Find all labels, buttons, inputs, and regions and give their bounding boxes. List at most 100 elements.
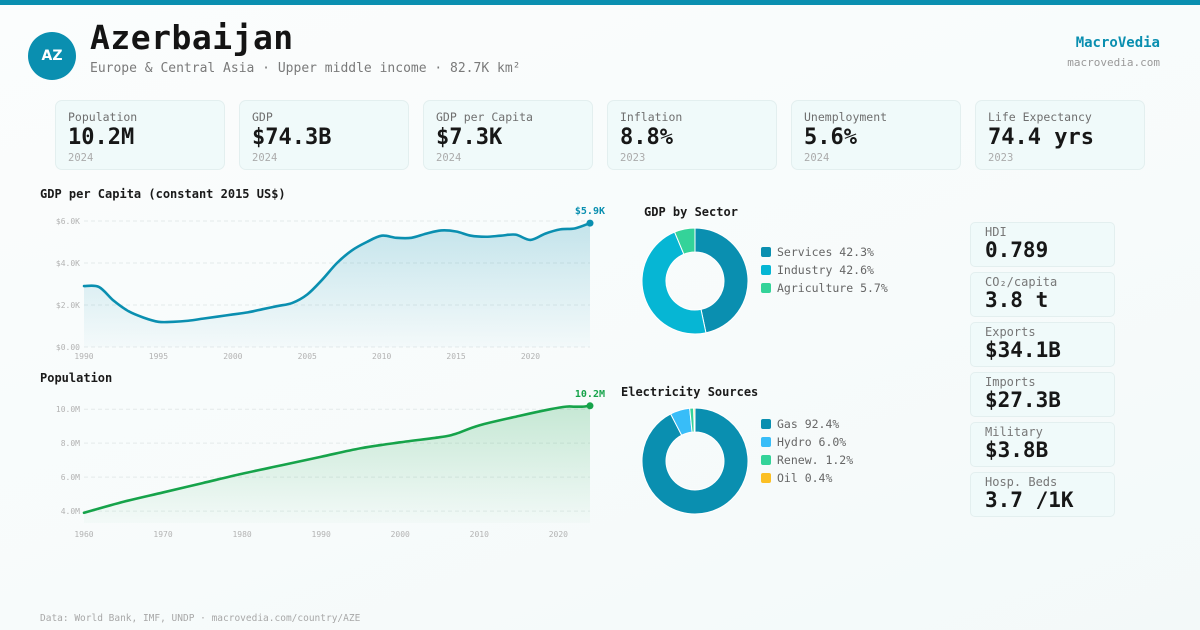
x-tick-label: 2000 (223, 352, 242, 361)
legend-label: Renew. 1.2% (777, 453, 854, 467)
sector-chart-title: GDP by Sector (644, 205, 738, 219)
end-marker (586, 402, 594, 410)
brand-logo[interactable]: MacroVedia (1075, 35, 1160, 51)
x-tick-label: 2000 (391, 530, 410, 539)
avatar-initials: AZ (41, 48, 63, 64)
side-value: 3.7 /1K (985, 488, 1074, 512)
legend-swatch (761, 283, 771, 293)
stat-value: $7.3K (436, 125, 503, 150)
population-chart: 4.0M 6.0M 8.0M 10.0M 1960 1970 1980 1990 2000 201… (56, 389, 605, 539)
side-card-hospital-beds: Hosp. Beds 3.7 /1K (970, 472, 1115, 517)
donut-slice-oil (693, 407, 696, 433)
y-tick-label: 4.0M (61, 507, 80, 516)
y-tick-label: $2.0K (56, 301, 80, 310)
legend-swatch (761, 473, 771, 483)
side-card-exports: Exports $34.1B (970, 322, 1115, 367)
x-tick-label: 1980 (232, 530, 251, 539)
side-value: 3.8 t (985, 288, 1049, 312)
stat-year: 2023 (988, 152, 1014, 164)
stat-card-gdp-per-capita: GDP per Capita $7.3K 2024 (423, 100, 593, 170)
legend-swatch (761, 247, 771, 257)
donut-slice-services (694, 227, 749, 334)
stat-card-inflation: Inflation 8.8% 2023 (607, 100, 777, 170)
page-title: Azerbaijan (90, 18, 294, 57)
legend-item-services: Services 42.3% (761, 243, 888, 261)
y-tick-label: $4.0K (56, 259, 80, 268)
stat-card-life-expectancy: Life Expectancy 74.4 yrs 2023 (975, 100, 1145, 170)
electricity-chart-title: Electricity Sources (621, 385, 759, 399)
brand-url[interactable]: macrovedia.com (1067, 56, 1160, 69)
legend-swatch (761, 265, 771, 275)
x-tick-label: 2020 (521, 352, 540, 361)
legend-swatch (761, 437, 771, 447)
end-marker (586, 219, 594, 227)
x-tick-label: 2005 (298, 352, 317, 361)
stat-year: 2024 (804, 152, 830, 164)
legend-label: Services 42.3% (777, 245, 874, 259)
legend-label: Hydro 6.0% (777, 435, 847, 449)
side-card-co2: CO₂/capita 3.8 t (970, 272, 1115, 317)
population-chart-title: Population (40, 371, 113, 385)
side-label: HDI (985, 225, 1007, 239)
legend-label: Agriculture 5.7% (777, 281, 888, 295)
stat-year: 2024 (68, 152, 94, 164)
x-tick-label: 2020 (549, 530, 568, 539)
stat-card-population: Population 10.2M 2024 (55, 100, 225, 170)
x-tick-label: 2010 (372, 352, 391, 361)
electricity-sources-donut (641, 407, 749, 515)
stat-card-unemployment: Unemployment 5.6% 2024 (791, 100, 961, 170)
top-accent-bar (0, 0, 1200, 5)
side-value: $34.1B (985, 338, 1061, 362)
stat-value: 5.6% (804, 125, 857, 150)
stat-label: Unemployment (804, 110, 888, 124)
side-value: $27.3B (985, 388, 1061, 412)
x-tick-label: 2015 (446, 352, 465, 361)
stat-value: 74.4 yrs (988, 125, 1094, 150)
stat-label: GDP per Capita (436, 110, 533, 124)
side-label: Imports (985, 375, 1036, 389)
x-tick-label: 1990 (74, 352, 93, 361)
y-tick-label: $0.00 (56, 343, 80, 352)
stat-label: Inflation (620, 110, 683, 124)
area-fill (84, 223, 590, 347)
side-card-hdi: HDI 0.789 (970, 222, 1115, 267)
legend-label: Oil 0.4% (777, 471, 833, 485)
stat-value: 8.8% (620, 125, 673, 150)
legend-swatch (761, 419, 771, 429)
x-tick-label: 1990 (312, 530, 331, 539)
country-avatar: AZ (28, 32, 76, 80)
stat-card-gdp: GDP $74.3B 2024 (239, 100, 409, 170)
donut-slice-gas (641, 407, 749, 515)
sector-legend: Services 42.3% Industry 42.6% Agricultur… (761, 243, 888, 297)
x-tick-label: 1970 (153, 530, 172, 539)
y-tick-label: 10.0M (56, 405, 80, 414)
side-value: $3.8B (985, 438, 1049, 462)
side-card-imports: Imports $27.3B (970, 372, 1115, 417)
side-label: Hosp. Beds (985, 475, 1058, 489)
side-card-military: Military $3.8B (970, 422, 1115, 467)
stat-label: Population (68, 110, 138, 124)
end-value-label: $5.9K (575, 206, 605, 217)
legend-swatch (761, 455, 771, 465)
y-tick-label: 8.0M (61, 439, 80, 448)
stat-year: 2024 (436, 152, 462, 164)
x-tick-label: 2010 (470, 530, 489, 539)
legend-label: Gas 92.4% (777, 417, 840, 431)
stat-label: Life Expectancy (988, 110, 1092, 124)
legend-label: Industry 42.6% (777, 263, 874, 277)
x-tick-label: 1960 (74, 530, 93, 539)
footer-source: Data: World Bank, IMF, UNDP · macrovedia… (40, 613, 361, 624)
side-label: CO₂/capita (985, 275, 1058, 289)
stat-year: 2023 (620, 152, 646, 164)
legend-item-renewables: Renew. 1.2% (761, 451, 853, 469)
electricity-legend: Gas 92.4% Hydro 6.0% Renew. 1.2% Oil 0.4… (761, 415, 853, 487)
legend-item-industry: Industry 42.6% (761, 261, 888, 279)
x-tick-label: 1995 (149, 352, 168, 361)
legend-item-gas: Gas 92.4% (761, 415, 853, 433)
legend-item-agriculture: Agriculture 5.7% (761, 279, 888, 297)
donut-slice-agriculture (673, 227, 696, 255)
end-value-label: 10.2M (575, 389, 605, 400)
gdp-per-capita-chart: $0.00 $2.0K $4.0K $6.0K 1990 1995 2000 2005 2010… (56, 206, 605, 361)
stat-label: GDP (252, 110, 273, 124)
stat-year: 2024 (252, 152, 278, 164)
